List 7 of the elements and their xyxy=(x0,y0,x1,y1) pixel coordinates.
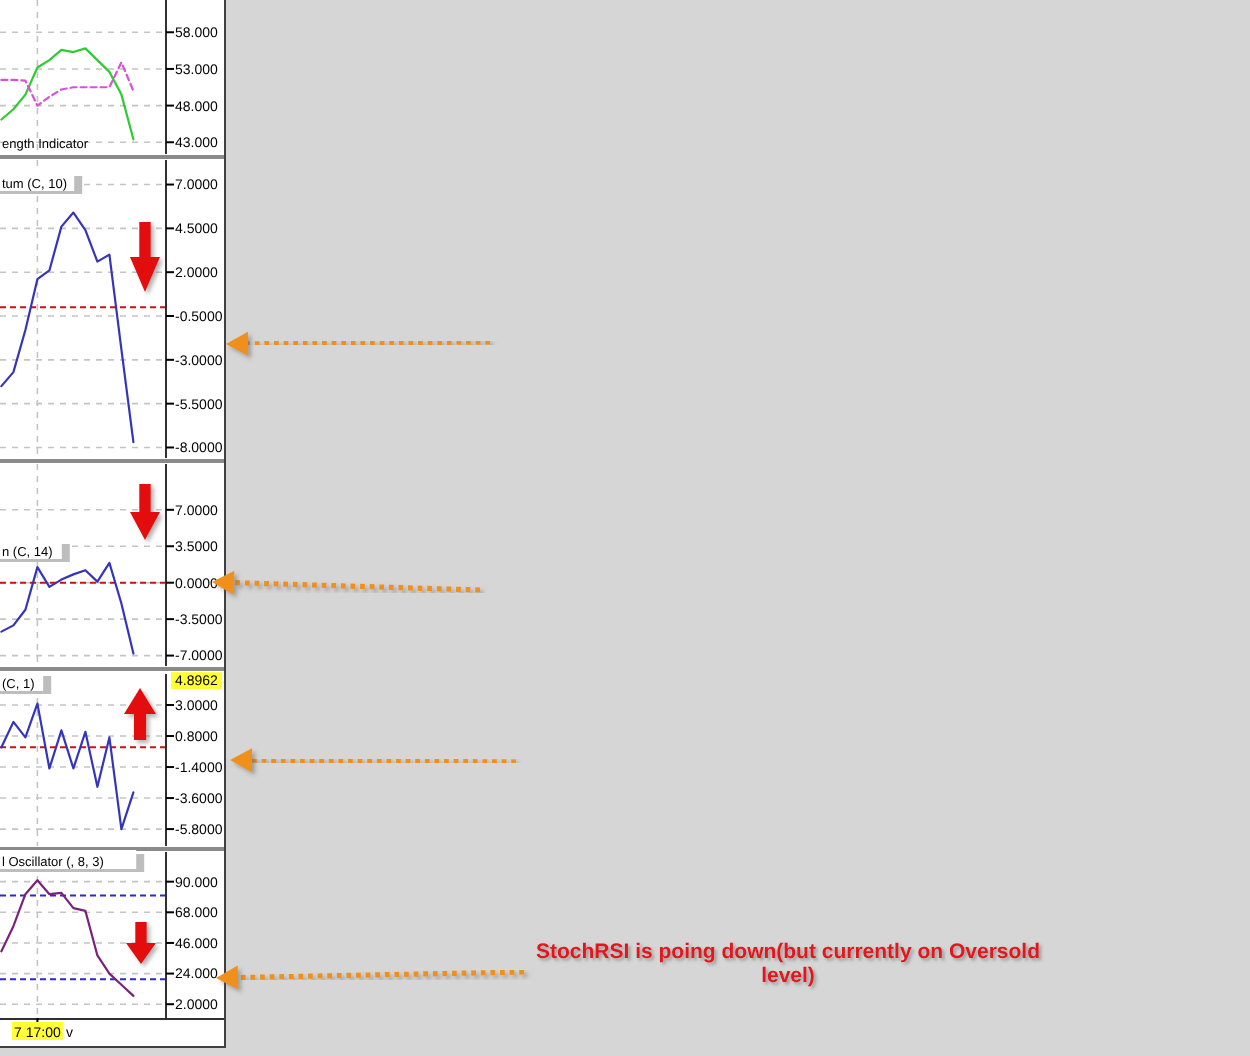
line-series xyxy=(0,47,135,141)
line-series xyxy=(0,211,135,444)
line-series xyxy=(0,879,135,997)
line-series xyxy=(0,61,135,107)
line-series xyxy=(0,561,135,655)
line-series xyxy=(0,702,135,831)
text: StochRSI is poing down(but currently on Oversold level) xyxy=(535,940,1041,988)
